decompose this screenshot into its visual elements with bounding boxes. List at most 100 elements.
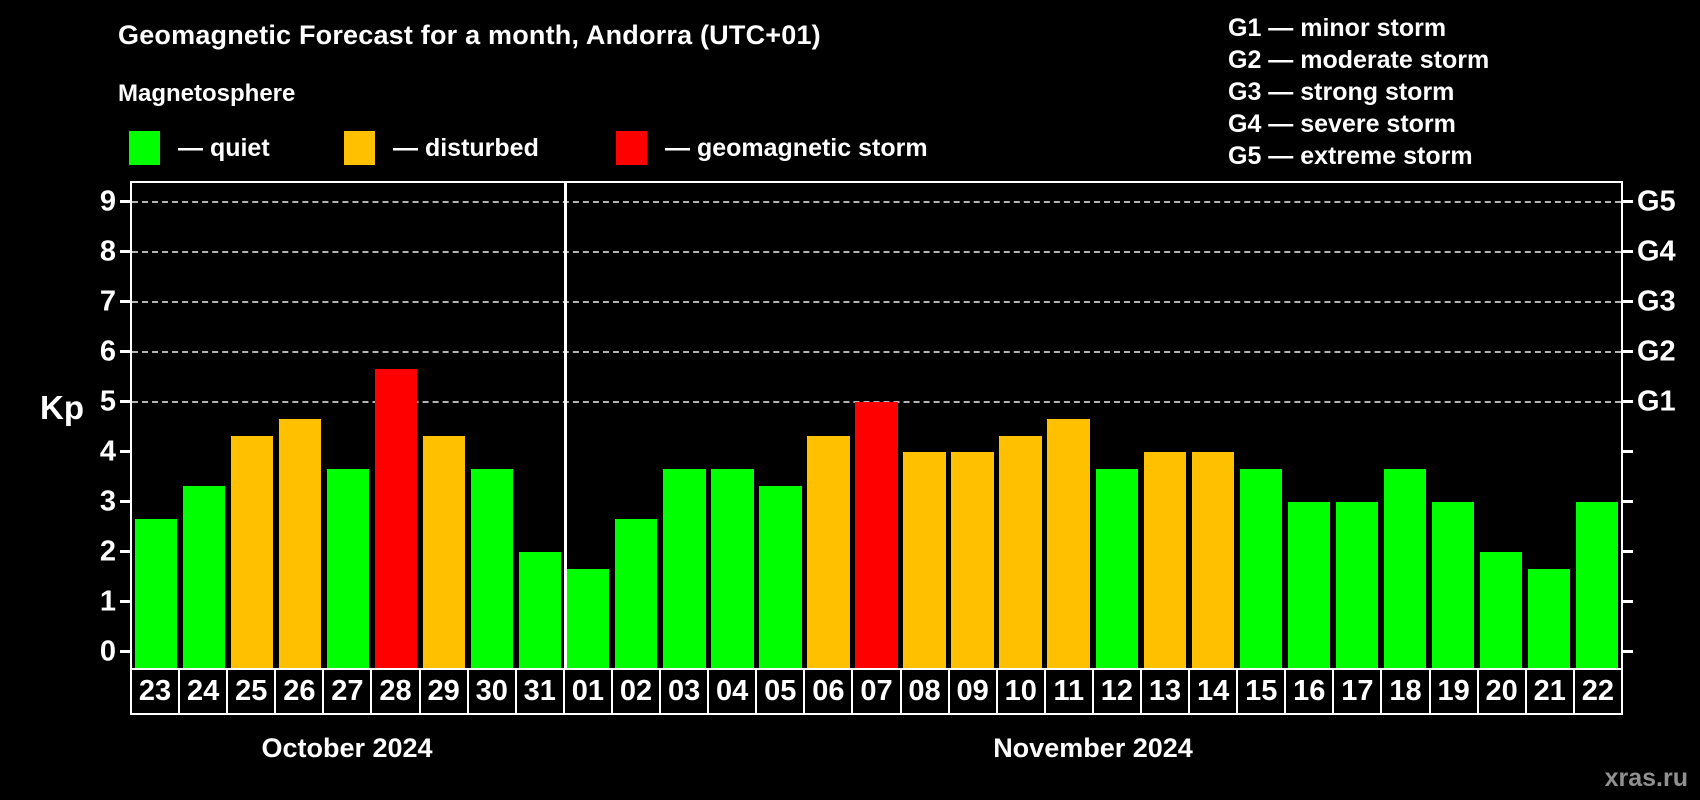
day-label-29: 29 bbox=[418, 668, 469, 715]
watermark-xras: xras.ru bbox=[1604, 764, 1688, 792]
day-label-13: 13 bbox=[1139, 668, 1191, 715]
g-legend-line-g4: G4 — severe storm bbox=[1228, 110, 1456, 138]
kp-bar-day-13 bbox=[1143, 452, 1186, 668]
legend-item-disturbed: — disturbed bbox=[344, 130, 539, 166]
day-label-06: 06 bbox=[803, 668, 854, 715]
right-label-g3: G3 bbox=[1637, 285, 1676, 318]
day-label-23: 23 bbox=[130, 668, 181, 715]
kp-bar-day-15 bbox=[1239, 468, 1282, 668]
day-label-07: 07 bbox=[851, 668, 902, 715]
right-tick-kp3 bbox=[1623, 500, 1633, 503]
day-label-31: 31 bbox=[514, 668, 565, 715]
day-label-20: 20 bbox=[1476, 668, 1527, 715]
day-label-04: 04 bbox=[707, 668, 758, 715]
kp-bar-day-08 bbox=[903, 452, 946, 668]
right-tick-kp6 bbox=[1623, 350, 1633, 353]
day-label-19: 19 bbox=[1428, 668, 1479, 715]
kp-bar-day-28 bbox=[375, 368, 418, 668]
left-tick-kp1 bbox=[120, 600, 130, 603]
left-tick-kp4 bbox=[120, 450, 130, 453]
left-tick-kp3 bbox=[120, 500, 130, 503]
kp-bar-day-20 bbox=[1479, 552, 1523, 668]
right-label-g4: G4 bbox=[1637, 235, 1676, 268]
right-label-g2: G2 bbox=[1637, 335, 1676, 368]
kp-bar-day-30 bbox=[471, 468, 514, 668]
disturbed-color-swatch bbox=[344, 131, 375, 165]
kp-bar-day-21 bbox=[1527, 568, 1571, 668]
day-label-22: 22 bbox=[1572, 668, 1623, 715]
quiet-color-swatch bbox=[129, 131, 160, 165]
y-tick-label-2: 2 bbox=[99, 535, 116, 568]
kp-bar-day-29 bbox=[423, 435, 466, 668]
right-tick-kp8 bbox=[1623, 250, 1633, 253]
kp-bar-day-07 bbox=[855, 402, 898, 668]
right-tick-kp9 bbox=[1623, 200, 1633, 203]
kp-bar-day-06 bbox=[807, 435, 850, 668]
kp-bar-day-10 bbox=[999, 435, 1042, 668]
right-tick-kp7 bbox=[1623, 300, 1633, 303]
kp-bar-day-23 bbox=[134, 518, 178, 668]
kp-bar-day-16 bbox=[1287, 502, 1330, 668]
left-tick-kp6 bbox=[120, 350, 130, 353]
y-tick-label-4: 4 bbox=[99, 435, 116, 468]
right-tick-kp1 bbox=[1623, 600, 1633, 603]
x-axis-day-labels: 23 24 25 26 27 28 29 30 31 01 02 03 04 05 06 07 08 09 10 11… bbox=[130, 668, 1623, 715]
right-label-g1: G1 bbox=[1637, 385, 1676, 418]
left-tick-kp8 bbox=[120, 250, 130, 253]
day-label-01: 01 bbox=[562, 668, 613, 715]
left-tick-kp5 bbox=[120, 400, 130, 403]
legend-item-storm: — geomagnetic storm bbox=[616, 130, 928, 166]
kp-bar-day-31 bbox=[519, 552, 562, 668]
g-scale-legend: G1 — minor storm G2 — moderate storm G3 … bbox=[1228, 12, 1489, 172]
day-label-02: 02 bbox=[610, 668, 662, 715]
gridline-kp6 bbox=[132, 351, 1621, 353]
kp-bar-day-24 bbox=[182, 485, 226, 668]
y-axis-label: Kp bbox=[40, 389, 84, 426]
y-tick-label-6: 6 bbox=[99, 335, 116, 368]
right-tick-kp2 bbox=[1623, 550, 1633, 553]
y-tick-label-7: 7 bbox=[99, 285, 116, 318]
day-label-09: 09 bbox=[947, 668, 998, 715]
day-label-10: 10 bbox=[995, 668, 1046, 715]
g-legend-line-g2: G2 — moderate storm bbox=[1228, 46, 1490, 74]
day-label-26: 26 bbox=[274, 668, 325, 715]
kp-bar-day-22 bbox=[1575, 502, 1619, 668]
day-label-28: 28 bbox=[370, 668, 421, 715]
day-label-08: 08 bbox=[899, 668, 950, 715]
day-label-30: 30 bbox=[466, 668, 517, 715]
kp-bar-day-25 bbox=[230, 435, 274, 668]
kp-bar-day-02 bbox=[615, 518, 658, 668]
day-label-27: 27 bbox=[322, 668, 373, 715]
month-divider-line bbox=[564, 183, 568, 668]
left-tick-kp7 bbox=[120, 300, 130, 303]
right-label-g5: G5 bbox=[1637, 185, 1676, 218]
left-tick-kp9 bbox=[120, 200, 130, 203]
kp-bar-day-19 bbox=[1431, 502, 1475, 668]
day-label-24: 24 bbox=[178, 668, 229, 715]
gridline-kp9 bbox=[132, 201, 1621, 203]
day-label-14: 14 bbox=[1188, 668, 1239, 715]
month-label-october: October 2024 bbox=[261, 733, 433, 763]
y-tick-label-0: 0 bbox=[99, 635, 116, 668]
right-tick-kp0 bbox=[1623, 650, 1633, 653]
storm-color-swatch bbox=[616, 131, 647, 165]
left-tick-kp2 bbox=[120, 550, 130, 553]
left-tick-kp0 bbox=[120, 650, 130, 653]
g-legend-line-g3: G3 — strong storm bbox=[1228, 78, 1455, 106]
y-tick-label-3: 3 bbox=[99, 485, 116, 518]
kp-bar-day-14 bbox=[1191, 452, 1234, 668]
y-tick-label-8: 8 bbox=[99, 235, 116, 268]
plot-area bbox=[120, 181, 1633, 670]
kp-bar-day-05 bbox=[759, 485, 802, 668]
g-legend-line-g5: G5 — extreme storm bbox=[1228, 142, 1473, 170]
day-label-11: 11 bbox=[1043, 668, 1094, 715]
kp-bar-day-01 bbox=[567, 568, 610, 668]
kp-bar-day-09 bbox=[951, 452, 994, 668]
legend-label-quiet: — quiet bbox=[178, 133, 270, 162]
day-label-12: 12 bbox=[1091, 668, 1142, 715]
y-tick-label-9: 9 bbox=[99, 185, 116, 218]
day-label-25: 25 bbox=[226, 668, 277, 715]
day-label-15: 15 bbox=[1236, 668, 1287, 715]
kp-bar-day-11 bbox=[1047, 418, 1090, 668]
